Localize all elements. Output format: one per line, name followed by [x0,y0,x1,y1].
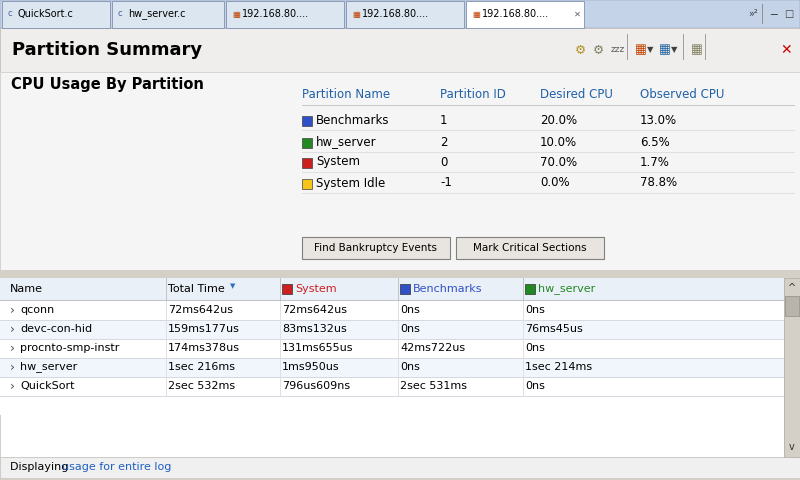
Text: 0: 0 [440,156,447,168]
Text: 0ns: 0ns [525,381,545,391]
Text: 796us609ns: 796us609ns [282,381,350,391]
Text: System: System [295,284,337,294]
Text: Benchmarks: Benchmarks [316,113,390,127]
Text: ─: ─ [770,9,777,19]
Text: 2sec 531ms: 2sec 531ms [400,381,467,391]
Text: Observed CPU: Observed CPU [640,88,724,101]
Text: 20.0%: 20.0% [540,113,577,127]
Wedge shape [107,122,177,172]
Text: 6.5%: 6.5% [640,135,670,148]
Text: c: c [8,10,13,19]
Text: 1: 1 [440,113,447,127]
Text: usage for entire log: usage for entire log [62,462,171,472]
Text: 10.0%: 10.0% [540,135,577,148]
Text: Mark Critical Sections: Mark Critical Sections [473,243,587,253]
Text: zzz: zzz [611,46,626,55]
Text: ⚙: ⚙ [575,44,586,57]
Text: 1.7%: 1.7% [640,156,670,168]
Text: hw_server.c: hw_server.c [128,9,186,20]
Text: Partition Summary: Partition Summary [12,41,202,59]
Text: 72ms642us: 72ms642us [282,305,347,315]
Text: ✕: ✕ [780,43,792,57]
Text: 0ns: 0ns [525,343,545,353]
Text: hw_server: hw_server [20,361,78,372]
Text: 70.0%: 70.0% [540,156,577,168]
Text: ^: ^ [788,283,796,293]
Text: ✕: ✕ [574,10,581,19]
Text: hw_server: hw_server [316,135,377,148]
Text: 13.0%: 13.0% [640,113,677,127]
Text: System Idle: System Idle [316,177,386,190]
Text: 174ms378us: 174ms378us [168,343,240,353]
Text: 0ns: 0ns [400,324,420,334]
Text: 42ms722us: 42ms722us [400,343,465,353]
Text: ▦: ▦ [352,10,360,19]
Text: □: □ [784,9,794,19]
Text: ›: › [10,341,15,355]
Text: ▼: ▼ [671,46,678,55]
Text: ▼: ▼ [230,283,235,289]
Text: Name: Name [10,284,43,294]
Text: Partition ID: Partition ID [440,88,506,101]
Text: procnto-smp-instr: procnto-smp-instr [20,343,119,353]
Text: System: System [316,156,360,168]
Text: 192.168.80....: 192.168.80.... [362,9,429,19]
Text: qconn: qconn [20,305,54,315]
Text: 78.8%: 78.8% [640,177,677,190]
Text: Desired CPU: Desired CPU [540,88,613,101]
Wedge shape [107,147,179,172]
Text: Total Time: Total Time [168,284,225,294]
Text: ▼: ▼ [647,46,654,55]
Text: 76ms45us: 76ms45us [525,324,582,334]
Text: ⚙: ⚙ [593,44,604,57]
Text: 2: 2 [440,135,447,148]
Text: 1sec 214ms: 1sec 214ms [525,362,592,372]
Text: v: v [789,442,795,452]
Text: ›: › [10,303,15,316]
Text: Displaying: Displaying [10,462,72,472]
Text: QuickSort: QuickSort [20,381,74,391]
Text: 0ns: 0ns [525,305,545,315]
Text: 159ms177us: 159ms177us [168,324,240,334]
Text: 72ms642us: 72ms642us [168,305,233,315]
Text: 131ms655us: 131ms655us [282,343,354,353]
Text: ▦: ▦ [659,44,670,57]
Text: »²: »² [748,9,758,19]
Wedge shape [107,98,162,172]
Text: QuickSort.c: QuickSort.c [18,9,74,19]
Text: 192.168.80....: 192.168.80.... [482,9,549,19]
Text: hw_server: hw_server [538,284,595,294]
Text: devc-con-hid: devc-con-hid [20,324,92,334]
Text: ▦: ▦ [691,44,702,57]
Text: ›: › [10,380,15,393]
Text: 0.0%: 0.0% [540,177,570,190]
Wedge shape [34,98,182,247]
Text: 1sec 216ms: 1sec 216ms [168,362,235,372]
Text: Partition Name: Partition Name [302,88,390,101]
Text: 1ms950us: 1ms950us [282,362,340,372]
Text: ›: › [10,323,15,336]
Text: ▦: ▦ [635,44,646,57]
Text: Find Bankruptcy Events: Find Bankruptcy Events [314,243,438,253]
Text: ›: › [10,360,15,373]
Text: ▦: ▦ [472,10,480,19]
Text: -1: -1 [440,177,452,190]
Text: Benchmarks: Benchmarks [413,284,482,294]
Text: ▦: ▦ [232,10,240,19]
Text: 192.168.80....: 192.168.80.... [242,9,309,19]
Text: 2sec 532ms: 2sec 532ms [168,381,235,391]
Text: CPU Usage By Partition: CPU Usage By Partition [10,76,203,92]
Text: 0ns: 0ns [400,305,420,315]
Text: c: c [118,10,122,19]
Text: 83ms132us: 83ms132us [282,324,346,334]
Text: 0ns: 0ns [400,362,420,372]
